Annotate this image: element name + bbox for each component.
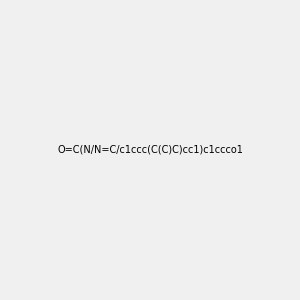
- Text: O=C(N/N=C/c1ccc(C(C)C)cc1)c1ccco1: O=C(N/N=C/c1ccc(C(C)C)cc1)c1ccco1: [57, 145, 243, 155]
